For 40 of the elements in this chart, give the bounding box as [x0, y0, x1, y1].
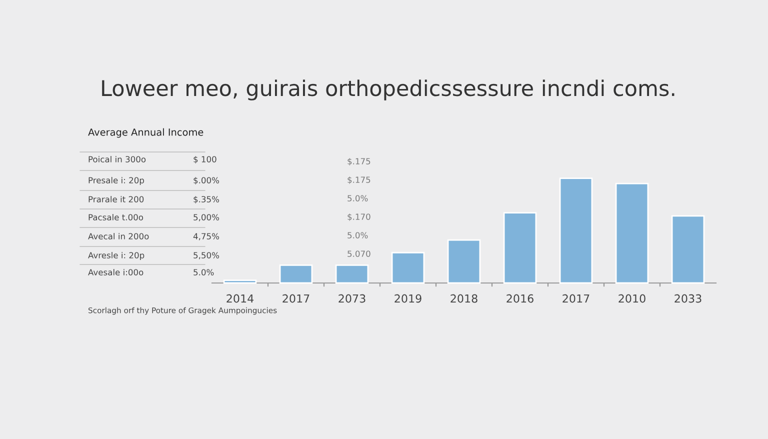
text: $ 100 [194, 156, 216, 164]
annotation: 5.0% [194, 269, 214, 276]
annotation: $.170 [348, 213, 370, 222]
annotation: $.35% [194, 196, 220, 204]
text: Avecal in 200o [88, 232, 149, 240]
bar [391, 252, 425, 284]
annotation: $.00% [194, 176, 220, 185]
x-tick-label: 2019 [394, 294, 422, 303]
annotation: 5.0% [348, 195, 368, 202]
annotation: 5,50% [194, 252, 220, 260]
x-tick-label: 2018 [450, 294, 478, 303]
annotation: 5.070 [348, 250, 370, 257]
bar [335, 264, 369, 284]
x-tick-label: 2017 [282, 294, 310, 303]
text: Avresle i: 20p [88, 252, 144, 260]
bar [671, 215, 705, 284]
text: Presale i: 20p [88, 176, 144, 186]
text: Avesale i:00o [88, 268, 144, 276]
text: $.175 [348, 158, 370, 166]
x-tick-label: 2016 [506, 294, 534, 303]
bar [615, 182, 649, 284]
x-tick-label: 2017 [562, 294, 590, 303]
text: Prarale it 200 [88, 196, 144, 202]
x-tick-label: 2010 [618, 294, 646, 303]
bar [279, 264, 313, 284]
text: Pacsale t.00o [88, 214, 144, 220]
x-tick-label: 2073 [338, 294, 366, 303]
x-tick-label: 2014 [226, 294, 254, 303]
annotation: 5,00% [194, 214, 220, 222]
text: Average Annual Income [88, 128, 204, 138]
annotation: 5.0% [348, 232, 368, 238]
bar [223, 280, 257, 284]
bar [447, 239, 481, 284]
x-tick-label: 2033 [674, 294, 702, 303]
bar [503, 212, 537, 284]
annotation: 4,75% [193, 233, 220, 240]
bar [559, 178, 593, 284]
annotation: $.175 [348, 176, 370, 184]
chart-title: Loweer meo, guirais orthopedicssessure incndi coms. [102, 80, 674, 100]
text: Poical in 300o [88, 156, 146, 162]
